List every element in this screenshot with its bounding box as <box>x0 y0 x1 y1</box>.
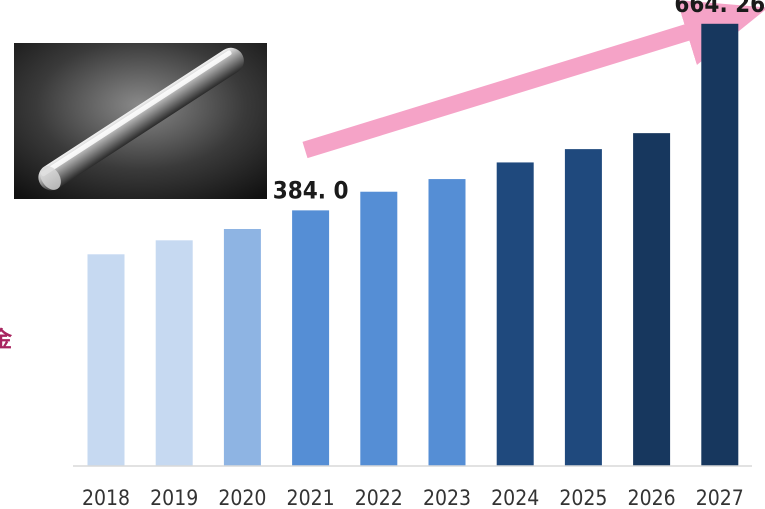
bar-2024 <box>496 162 534 467</box>
x-tick-2018: 2018 <box>82 486 130 509</box>
x-tick-2025: 2025 <box>559 486 607 509</box>
x-tick-2022: 2022 <box>355 486 403 509</box>
x-tick-2027: 2027 <box>696 486 744 509</box>
bar-2022 <box>360 191 398 466</box>
bar-2020 <box>223 229 261 466</box>
x-tick-2024: 2024 <box>491 486 539 509</box>
x-tick-2021: 2021 <box>287 486 335 509</box>
x-tick-2019: 2019 <box>150 486 198 509</box>
bar-2023 <box>428 179 466 466</box>
bar-2027 <box>701 23 739 466</box>
x-tick-2026: 2026 <box>628 486 676 509</box>
x-tick-2020: 2020 <box>218 486 266 509</box>
data-label-2027: 664. 26 <box>674 0 765 18</box>
data-label-2021: 384. 0 <box>273 176 349 204</box>
bar-2025 <box>564 149 602 466</box>
x-tick-2023: 2023 <box>423 486 471 509</box>
bar-2018 <box>87 254 125 466</box>
bar-2026 <box>633 133 671 466</box>
glass-rod-photo <box>14 43 267 199</box>
side-label: 金 <box>0 328 13 353</box>
bar-2021 <box>292 210 330 466</box>
bar-2019 <box>155 240 193 466</box>
trend-arrow <box>302 0 765 159</box>
